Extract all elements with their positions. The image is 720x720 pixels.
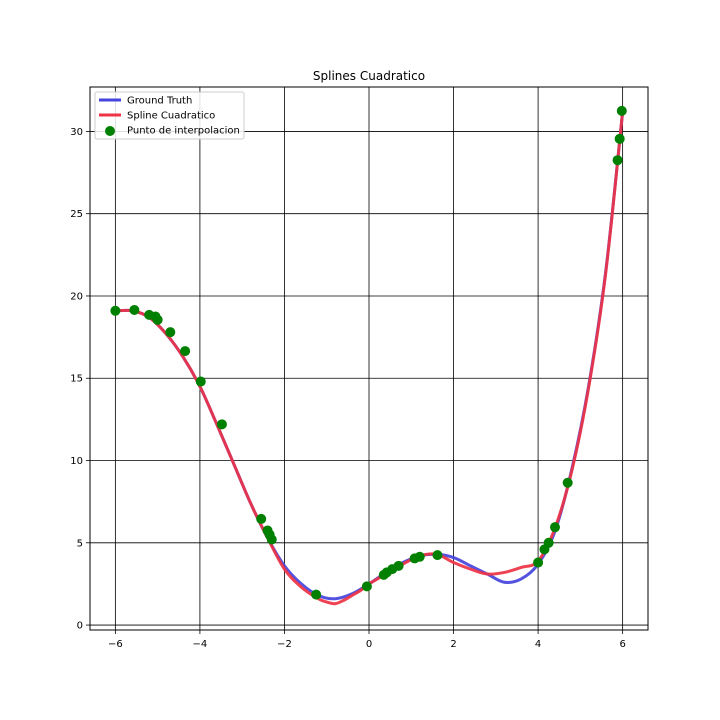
legend-box: [94, 91, 245, 140]
interpolation-point: [393, 560, 404, 571]
x-tick-label: −4: [193, 639, 208, 650]
y-tick-label: 10: [70, 456, 83, 467]
interpolation-point: [256, 513, 267, 524]
interpolation-point: [110, 305, 121, 316]
interpolation-point: [216, 419, 227, 430]
legend-label: Ground Truth: [127, 96, 192, 107]
plot-area: [110, 105, 627, 606]
interpolation-point: [266, 534, 277, 545]
interpolation-point: [533, 557, 544, 568]
interpolation-point: [562, 477, 573, 488]
y-tick-label: 15: [70, 374, 83, 385]
y-tick-label: 5: [77, 538, 83, 549]
interpolation-point: [180, 346, 191, 357]
legend-label: Punto de interpolacion: [127, 126, 240, 137]
interpolation-point: [361, 581, 372, 592]
x-tick-label: 4: [535, 639, 541, 650]
y-tick-label: 20: [70, 291, 83, 302]
y-tick-label: 0: [77, 621, 83, 632]
y-tick-label: 30: [70, 127, 83, 138]
y-tick-label: 25: [70, 209, 83, 220]
interpolation-point: [152, 314, 163, 325]
x-tick-label: −2: [277, 639, 292, 650]
interpolation-point: [414, 551, 425, 562]
x-tick-label: 0: [366, 639, 372, 650]
x-tick-label: −6: [108, 639, 123, 650]
interpolation-point: [129, 304, 140, 315]
interpolation-point: [614, 133, 625, 144]
chart-title: Splines Cuadratico: [313, 69, 425, 83]
x-tick-label: 6: [619, 639, 625, 650]
legend: Ground Truth Spline Cuadratico Punto de in…: [94, 91, 245, 140]
interpolation-point: [612, 155, 623, 166]
grid-lines: [90, 87, 648, 630]
interpolation-point: [616, 105, 627, 116]
legend-marker-swatch: [105, 126, 115, 136]
y-axis: 0 5 10 15 20 25 30: [70, 127, 90, 632]
interpolation-point: [543, 537, 554, 548]
x-tick-label: 2: [450, 639, 456, 650]
interpolation-point: [165, 327, 176, 338]
interpolation-point: [195, 376, 206, 387]
interpolation-point: [311, 589, 322, 600]
x-axis: −6 −4 −2 0 2 4 6: [108, 630, 626, 650]
legend-label: Spline Cuadratico: [127, 111, 215, 122]
interpolation-point: [550, 522, 560, 533]
interpolation-point: [432, 550, 443, 561]
